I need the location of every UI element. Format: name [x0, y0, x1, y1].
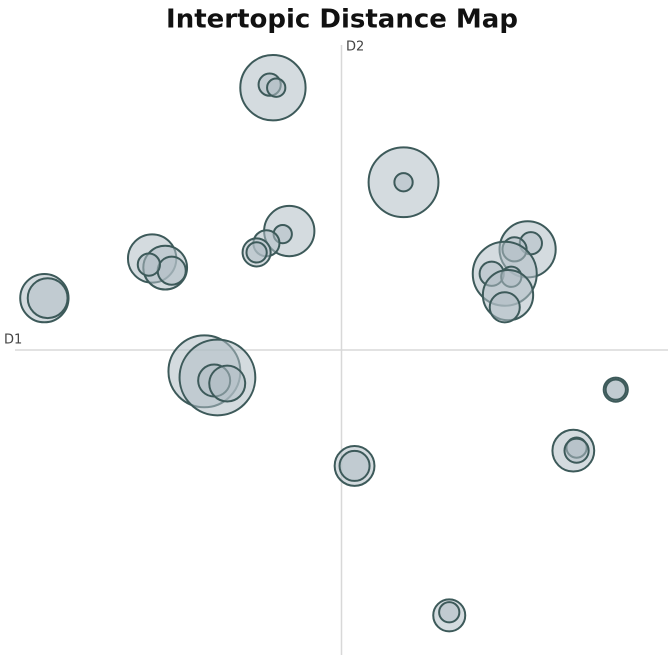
- topic-bubble: [208, 364, 247, 403]
- topic-bubble: [488, 291, 521, 324]
- topic-bubble: [563, 437, 590, 464]
- y-axis-label: D2: [346, 40, 364, 55]
- topic-bubble: [338, 449, 371, 482]
- topic-bubble: [604, 378, 627, 401]
- topic-bubble: [245, 241, 268, 264]
- topic-bubble: [136, 252, 161, 277]
- topic-bubble: [393, 172, 414, 193]
- topic-bubble: [26, 277, 69, 320]
- chart-title: Intertopic Distance Map: [166, 5, 518, 35]
- x-axis-label: D1: [4, 333, 22, 348]
- topic-bubble: [266, 77, 287, 98]
- topic-bubble: [156, 255, 187, 286]
- topic-bubble: [438, 601, 461, 624]
